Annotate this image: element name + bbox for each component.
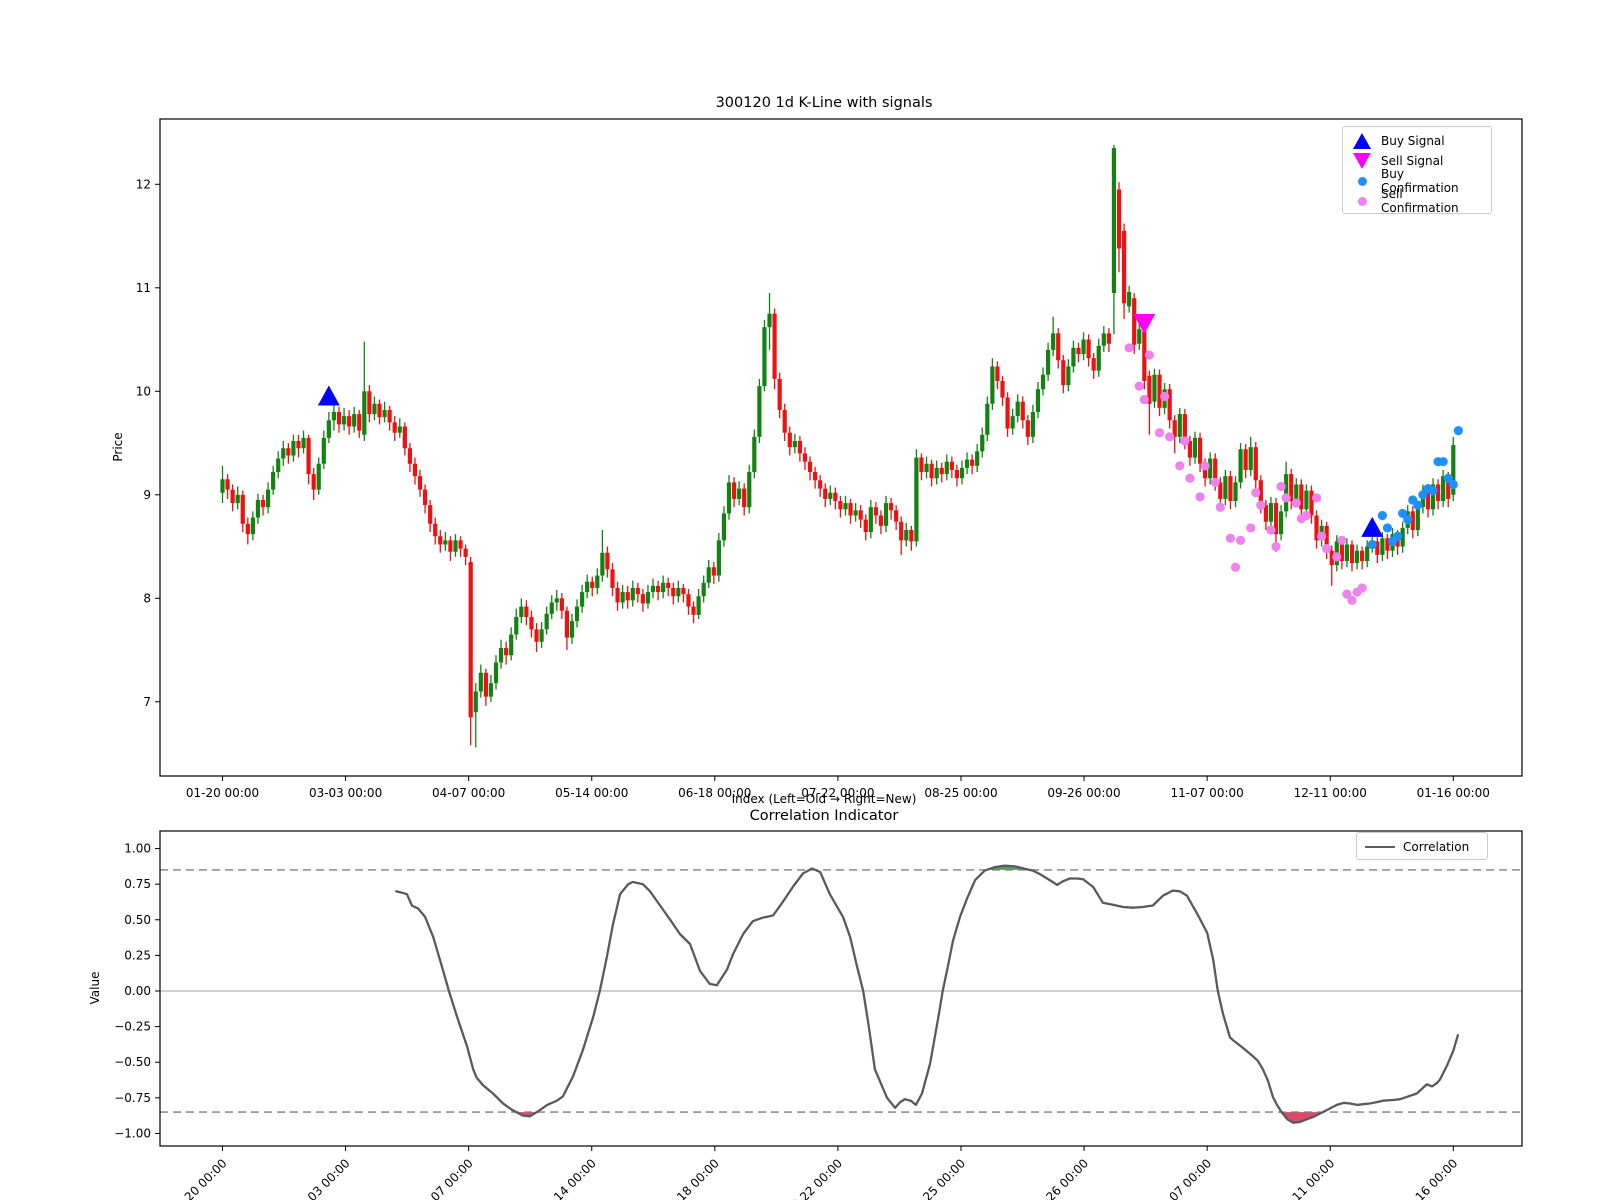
- legend-row-buy-confirmation: Buy Confirmation: [1351, 167, 1483, 195]
- svg-text:08-25 00:00: 08-25 00:00: [924, 786, 997, 800]
- svg-text:10: 10: [136, 384, 151, 398]
- svg-text:05-14 00:00: 05-14 00:00: [537, 1156, 599, 1200]
- correlation-series: [395, 864, 1460, 1124]
- svg-text:11-07 00:00: 11-07 00:00: [1153, 1156, 1215, 1200]
- candlestick-series: [220, 144, 1456, 748]
- svg-text:09-26 00:00: 09-26 00:00: [1029, 1156, 1091, 1200]
- svg-text:12-11 00:00: 12-11 00:00: [1276, 1156, 1338, 1200]
- svg-text:08-25 00:00: 08-25 00:00: [906, 1156, 968, 1200]
- threshold-fills: [516, 865, 1323, 1123]
- buy-confirmation-dot-icon: [1351, 176, 1373, 186]
- buy-signal-triangle-icon: [1351, 133, 1373, 149]
- legend-label: Correlation: [1403, 840, 1470, 854]
- svg-text:−1.00: −1.00: [114, 1126, 151, 1140]
- svg-text:05-14 00:00: 05-14 00:00: [555, 786, 628, 800]
- svg-text:01-16 00:00: 01-16 00:00: [1417, 786, 1490, 800]
- sell-confirmation-dots: [1124, 343, 1367, 605]
- svg-text:06-18 00:00: 06-18 00:00: [678, 786, 751, 800]
- svg-text:06-18 00:00: 06-18 00:00: [660, 1156, 722, 1200]
- x-axis-label: Index (Left=Old → Right=New): [731, 792, 917, 806]
- kline-legend: Buy Signal Sell Signal Buy Confirmation …: [1342, 126, 1492, 215]
- signal-markers: [317, 313, 1384, 537]
- buy-signal-marker: [317, 385, 340, 406]
- buy-signal-marker: [1361, 516, 1384, 537]
- svg-text:07-22 00:00: 07-22 00:00: [801, 786, 874, 800]
- svg-text:0.50: 0.50: [124, 913, 151, 927]
- svg-text:−0.75: −0.75: [114, 1091, 151, 1105]
- sell-signal-triangle-icon: [1351, 153, 1373, 169]
- svg-text:04-07 00:00: 04-07 00:00: [414, 1156, 476, 1200]
- legend-row-sell-signal: Sell Signal: [1351, 151, 1483, 171]
- svg-text:9: 9: [143, 488, 151, 502]
- svg-text:0.75: 0.75: [124, 877, 151, 891]
- svg-text:01-16 00:00: 01-16 00:00: [1399, 1156, 1461, 1200]
- sell-confirmation-dot-icon: [1351, 196, 1373, 206]
- svg-text:−0.25: −0.25: [114, 1020, 151, 1034]
- svg-text:12-11 00:00: 12-11 00:00: [1294, 786, 1367, 800]
- svg-text:07-22 00:00: 07-22 00:00: [783, 1156, 845, 1200]
- correlation-panel-border: [159, 830, 1523, 1147]
- oversold-fill: [1281, 1112, 1323, 1123]
- legend-label: Buy Signal: [1381, 134, 1445, 148]
- price-axis-label: Price: [111, 432, 125, 462]
- svg-text:8: 8: [143, 591, 151, 605]
- reference-lines: [160, 869, 1522, 1113]
- legend-row-sell-confirmation: Sell Confirmation: [1351, 187, 1483, 215]
- svg-text:11: 11: [136, 281, 151, 295]
- svg-text:01-20 00:00: 01-20 00:00: [168, 1156, 230, 1200]
- correlation-legend: Correlation: [1356, 832, 1488, 860]
- correlation-chart-title: Correlation Indicator: [749, 808, 899, 824]
- correlation-line: [395, 864, 1460, 1124]
- svg-text:03-03 00:00: 03-03 00:00: [309, 786, 382, 800]
- correlation-line-icon: [1365, 846, 1395, 848]
- price-panel-border: [159, 118, 1523, 777]
- sell-signal-marker: [1133, 313, 1156, 334]
- svg-text:0.25: 0.25: [124, 948, 151, 962]
- value-axis-label: Value: [88, 971, 102, 1005]
- legend-label: Buy Confirmation: [1381, 167, 1459, 195]
- legend-label: Sell Signal: [1381, 154, 1444, 168]
- svg-text:11-07 00:00: 11-07 00:00: [1171, 786, 1244, 800]
- legend-label: Sell Confirmation: [1381, 187, 1459, 215]
- svg-text:0.00: 0.00: [124, 984, 151, 998]
- kline-chart-title: 300120 1d K-Line with signals: [715, 95, 933, 111]
- svg-text:04-07 00:00: 04-07 00:00: [432, 786, 505, 800]
- axes: [155, 118, 1523, 1151]
- svg-text:01-20 00:00: 01-20 00:00: [186, 786, 259, 800]
- oversold-fill: [516, 1112, 537, 1117]
- svg-text:1.00: 1.00: [124, 842, 151, 856]
- legend-row-correlation: Correlation: [1365, 837, 1479, 857]
- tick-labels: 01-20 00:00 01-20 00:00 03-03 00:00 03-03 0…: [114, 177, 1490, 1200]
- svg-text:7: 7: [143, 695, 151, 709]
- svg-text:09-26 00:00: 09-26 00:00: [1047, 786, 1120, 800]
- buy-confirmation-dots: [1367, 426, 1463, 550]
- svg-text:−0.50: −0.50: [114, 1055, 151, 1069]
- svg-text:03-03 00:00: 03-03 00:00: [291, 1156, 353, 1200]
- svg-text:12: 12: [136, 177, 151, 191]
- legend-row-buy-signal: Buy Signal: [1351, 131, 1483, 151]
